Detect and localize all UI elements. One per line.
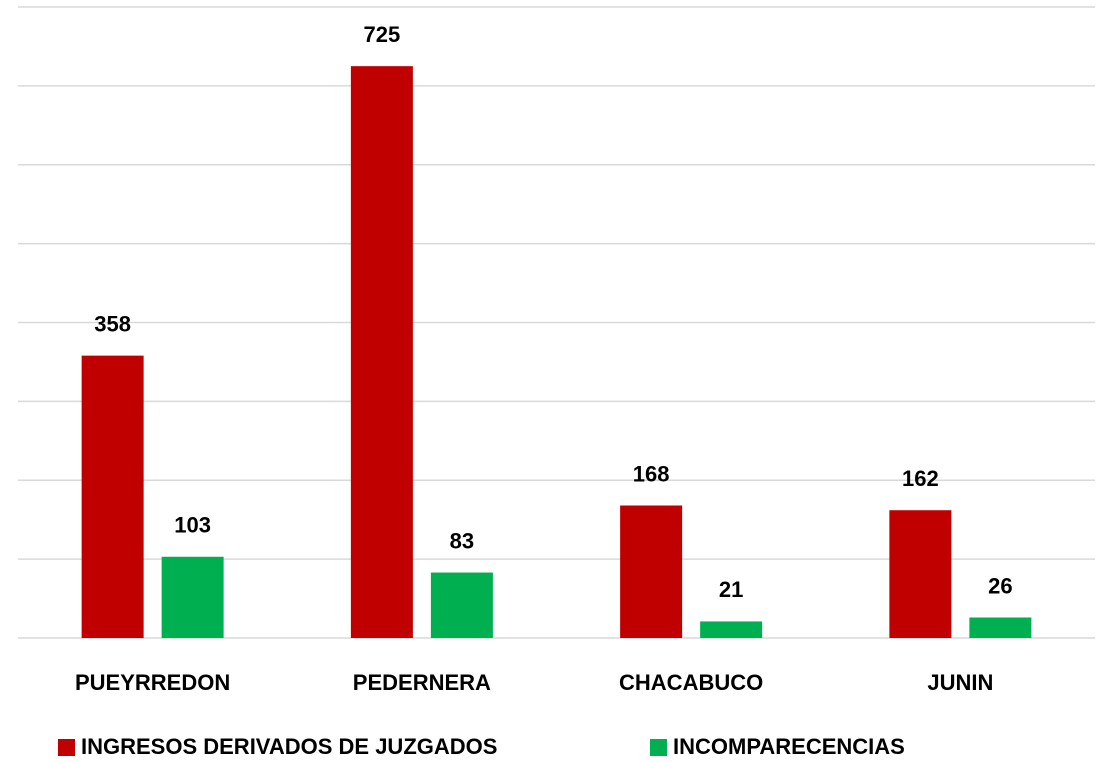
data-label: 83 <box>450 528 474 553</box>
bar <box>700 621 763 638</box>
legend-swatch <box>650 739 667 756</box>
legend-label: INGRESOS DERIVADOS DE JUZGADOS <box>81 734 497 759</box>
data-label: 21 <box>719 577 743 602</box>
data-label: 103 <box>174 513 211 538</box>
bar <box>81 355 144 638</box>
data-label: 162 <box>902 466 939 491</box>
data-label: 725 <box>364 22 401 47</box>
data-label: 358 <box>94 311 131 336</box>
bar <box>620 505 683 638</box>
x-tick-label: JUNIN <box>927 670 993 695</box>
legend-swatch <box>58 739 75 756</box>
bar <box>889 510 952 638</box>
x-tick-label: CHACABUCO <box>619 670 763 695</box>
bar <box>969 617 1032 638</box>
data-label: 26 <box>988 573 1012 598</box>
bar <box>350 66 413 638</box>
bar <box>430 572 493 638</box>
data-label: 168 <box>633 461 670 486</box>
legend-label: INCOMPARECENCIAS <box>673 734 905 759</box>
bar <box>161 556 224 638</box>
x-tick-label: PEDERNERA <box>353 670 491 695</box>
x-tick-label: PUEYRREDON <box>75 670 230 695</box>
